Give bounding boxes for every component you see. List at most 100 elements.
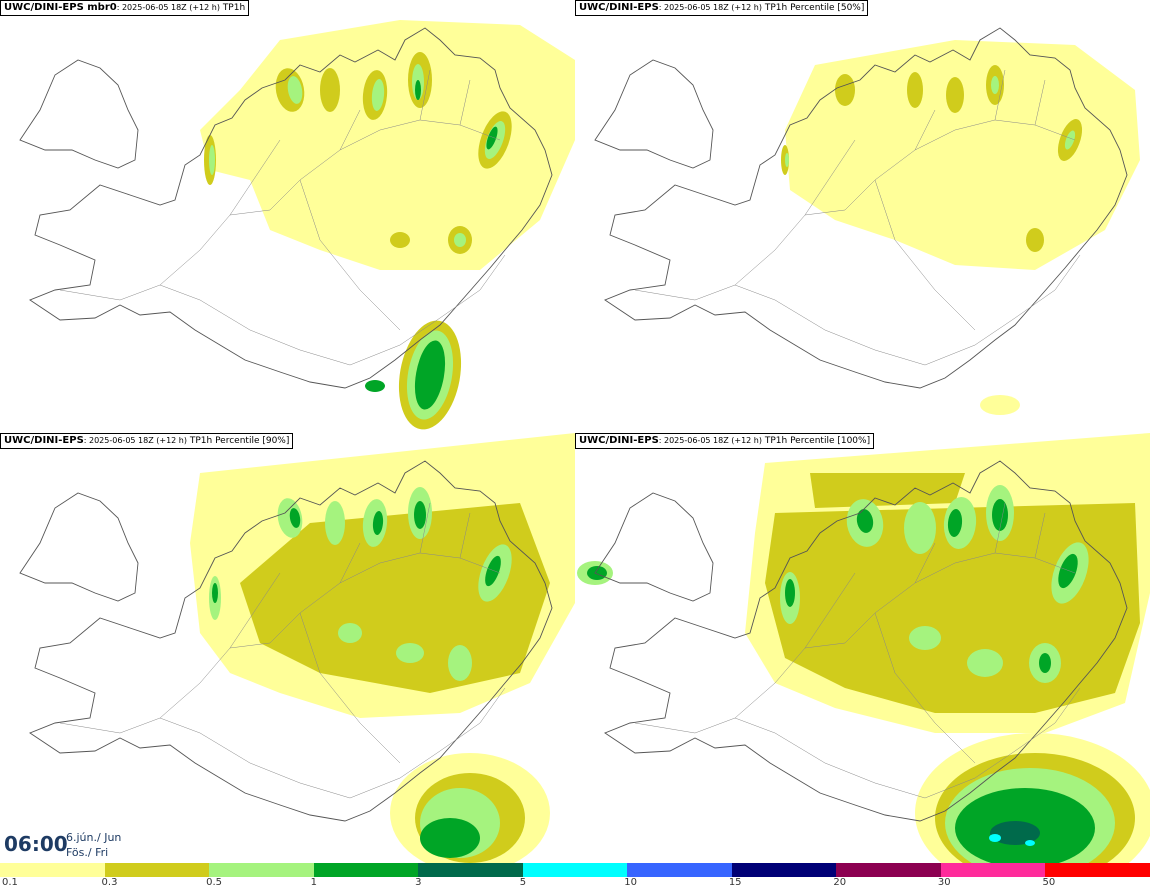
colorbar-swatch: [209, 863, 314, 877]
precip-area: [415, 80, 421, 100]
colorbar-tick-label: 20: [833, 877, 847, 888]
colorbar-swatch: [418, 863, 523, 877]
precip-area: [946, 77, 964, 113]
run-label: : 2025-06-05 18Z (+12 h): [658, 3, 762, 12]
colorbar-swatch: [522, 863, 628, 877]
model-label: UWC/DINI-EPS: [4, 435, 84, 446]
colorbar-swatch: [940, 863, 1046, 877]
precip-colorbar: [0, 863, 1150, 877]
map-panel-mbr0: UWC/DINI-EPS mbr0: 2025-06-05 18Z (+12 h…: [0, 0, 575, 430]
precip-area: [209, 145, 215, 175]
precip-area: [904, 502, 936, 554]
precip-area: [420, 818, 480, 858]
precip-area: [287, 76, 303, 104]
run-label: : 2025-06-05 18Z (+12 h): [116, 3, 220, 12]
colorbar-tick-label: 3: [415, 877, 422, 888]
coastline: [29, 460, 553, 822]
precip-area: [448, 645, 472, 681]
road-network: [59, 502, 506, 799]
colorbar-tick-label: 10: [624, 877, 637, 888]
precipitation-map: [577, 433, 1150, 863]
coastline: [604, 460, 1128, 822]
colorbar-swatch: [0, 863, 105, 877]
variable-label: TP1h: [222, 3, 246, 13]
precip-area: [785, 153, 789, 167]
colorbar-swatch: [627, 863, 732, 877]
precip-area: [835, 74, 855, 106]
precip-area: [320, 68, 340, 112]
precip-area: [990, 821, 1040, 845]
precip-area: [980, 395, 1020, 415]
valid-time: 06:00: [4, 832, 68, 856]
map-panel-p90: UWC/DINI-EPS: 2025-06-05 18Z (+12 h) TP1…: [0, 433, 575, 863]
coastline-westfjords: [19, 492, 139, 602]
colorbar-tick-label: 0.3: [101, 877, 118, 888]
run-label: : 2025-06-05 18Z (+12 h): [658, 436, 762, 445]
variable-label: TP1h Percentile [50%]: [764, 3, 865, 13]
precip-area: [338, 623, 362, 643]
panel-title: UWC/DINI-EPS: 2025-06-05 18Z (+12 h) TP1…: [575, 433, 875, 449]
colorbar-swatch: [313, 863, 419, 877]
panel-title: UWC/DINI-EPS mbr0: 2025-06-05 18Z (+12 h…: [0, 0, 250, 16]
precip-area: [909, 626, 941, 650]
colorbar-tick-label: 0.1: [2, 877, 18, 888]
precip-area: [396, 643, 424, 663]
valid-weekday: Fös./ Fri: [66, 846, 109, 859]
coastline: [29, 27, 553, 389]
precip-area: [989, 834, 1001, 842]
precip-area: [486, 126, 498, 150]
precip-area: [785, 579, 795, 607]
colorbar-tick-label: 15: [728, 877, 742, 888]
precip-area: [289, 508, 301, 528]
precip-area: [212, 583, 218, 603]
precip-area: [587, 566, 607, 580]
colorbar-swatch: [731, 863, 837, 877]
road-network: [634, 69, 1081, 366]
precip-area: [967, 649, 1003, 677]
colorbar-swatch: [1045, 863, 1150, 877]
model-label: UWC/DINI-EPS mbr0: [4, 2, 117, 13]
precip-area: [325, 501, 345, 545]
coastline-westfjords: [594, 492, 714, 602]
colorbar-tick-label: 0.5: [206, 877, 222, 888]
coastline-westfjords: [594, 59, 714, 169]
precip-area: [414, 340, 446, 410]
precip-area: [1025, 840, 1035, 846]
valid-time-box: 06:00 6.jún./ Jun Fös./ Fri: [0, 828, 128, 863]
precipitation-map: [594, 27, 1140, 415]
precip-area: [1058, 553, 1078, 589]
precip-area: [1064, 130, 1076, 150]
precipitation-map: [19, 20, 575, 430]
precip-area: [907, 72, 923, 108]
colorbar-swatch: [104, 863, 210, 877]
variable-label: TP1h Percentile [90%]: [189, 436, 290, 446]
panel-title: UWC/DINI-EPS: 2025-06-05 18Z (+12 h) TP1…: [575, 0, 869, 16]
precipitation-map: [19, 433, 575, 863]
map-panel-p100: UWC/DINI-EPS: 2025-06-05 18Z (+12 h) TP1…: [575, 433, 1150, 863]
colorbar-tick-label: 50: [1042, 877, 1056, 888]
precip-area: [485, 555, 501, 587]
map-panel-p50: UWC/DINI-EPS: 2025-06-05 18Z (+12 h) TP1…: [575, 0, 1150, 430]
precip-area: [372, 511, 384, 535]
valid-date: 6.jún./ Jun: [66, 831, 122, 844]
colorbar-ticks: 0.1 0.3 0.5 1 3 5 10 15 20 30 50: [0, 877, 1150, 891]
precip-area: [992, 499, 1008, 531]
precip-area: [454, 233, 466, 247]
road-network: [59, 69, 506, 366]
precip-area: [365, 380, 385, 392]
precip-area: [414, 501, 426, 529]
colorbar-swatch: [836, 863, 941, 877]
colorbar-tick-label: 5: [519, 877, 527, 888]
precip-area: [856, 509, 874, 533]
colorbar-tick-label: 1: [310, 877, 317, 888]
precip-area: [371, 79, 385, 111]
coastline-westfjords: [19, 59, 139, 169]
precip-area: [991, 76, 999, 94]
model-label: UWC/DINI-EPS: [579, 2, 659, 13]
precip-area: [390, 232, 410, 248]
colorbar-tick-label: 30: [937, 877, 951, 888]
precip-area: [1026, 228, 1044, 252]
coastline: [604, 27, 1128, 389]
road-network: [634, 502, 1081, 799]
panel-title: UWC/DINI-EPS: 2025-06-05 18Z (+12 h) TP1…: [0, 433, 294, 449]
